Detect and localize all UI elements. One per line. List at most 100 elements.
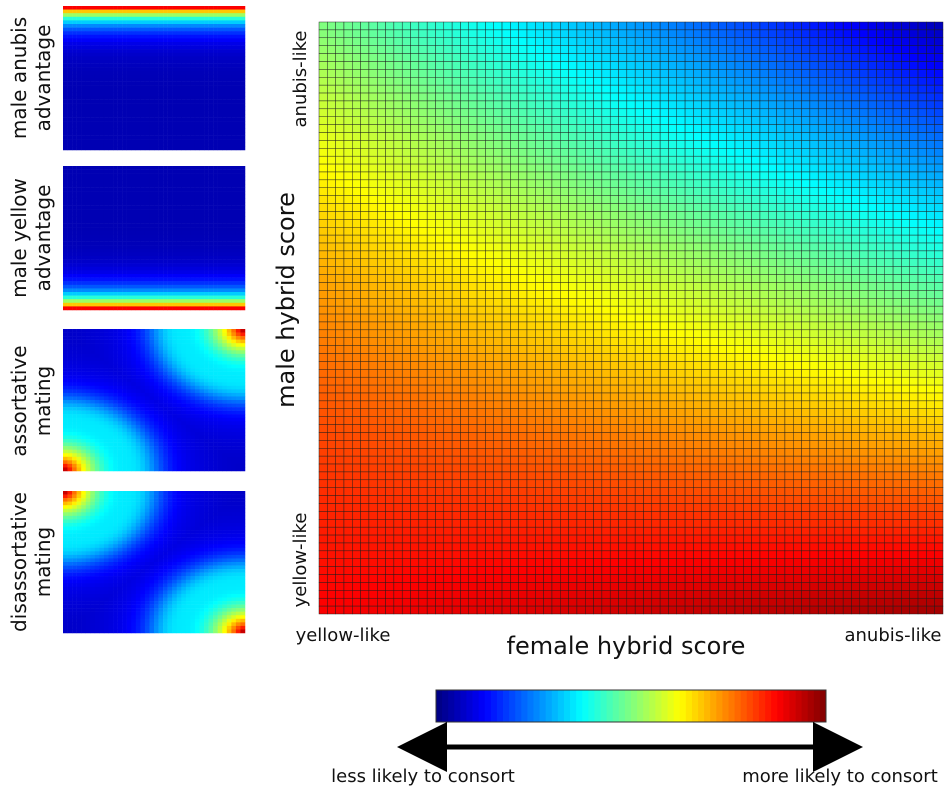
panel-1-cell: [199, 99, 205, 104]
panel-3-cell: [199, 378, 205, 383]
panel-1-cell: [154, 103, 159, 108]
panel-2-cell: [231, 173, 237, 178]
panel-2-cell: [140, 263, 146, 268]
panel-1-cell: [126, 146, 132, 151]
panel-4-cell: [222, 491, 228, 495]
panel-2-cell: [85, 202, 91, 206]
panel-2-cell: [76, 266, 82, 271]
panel-3-cell: [217, 460, 223, 465]
panel-2-cell: [108, 205, 114, 210]
panel-2-cell: [154, 295, 159, 300]
panel-4-cell: [204, 501, 209, 506]
panel-3-cell: [217, 339, 223, 344]
panel-1-cell: [117, 81, 123, 86]
panel-2-cell: [199, 166, 205, 170]
panel-2-cell: [135, 241, 141, 246]
panel-1-cell: [117, 121, 123, 126]
panel-2-cell: [181, 198, 187, 203]
panel-2-cell: [99, 187, 105, 192]
panel-2-cell: [108, 230, 114, 235]
panel-1-cell: [240, 128, 246, 133]
panel-2-cell: [126, 184, 132, 188]
panel-1-cell: [85, 20, 91, 25]
panel-2-cell: [85, 198, 91, 203]
panel-3-cell: [213, 460, 218, 465]
panel-2-cell: [217, 212, 223, 217]
panel-4-cell: [85, 498, 91, 502]
panel-2-cell: [158, 187, 164, 192]
panel-2-cell: [144, 252, 150, 257]
panel-3-cell: [81, 336, 86, 340]
panel-3-cell: [72, 460, 77, 465]
panel-1-cell: [185, 49, 191, 54]
panel-1-cell: [213, 31, 218, 36]
panel-1-cell: [72, 106, 77, 111]
panel-2-cell: [122, 202, 127, 206]
panel-3-cell: [194, 449, 200, 454]
panel-2-cell: [94, 187, 100, 192]
panel-3-cell: [194, 446, 200, 450]
panel-1-cell: [94, 81, 100, 86]
panel-3-cell: [172, 346, 177, 351]
panel-3-cell: [226, 431, 232, 436]
panel-2-cell: [204, 245, 209, 250]
panel-3-cell: [131, 343, 137, 347]
panel-1-cell: [176, 96, 182, 100]
panel-1-cell: [122, 74, 127, 79]
panel-1-cell: [185, 132, 191, 136]
panel-2-cell: [126, 266, 132, 271]
panel-2-cell: [240, 274, 246, 278]
panel-1-cell: [194, 34, 200, 39]
panel-1-cell: [181, 88, 187, 93]
panel-2-cell: [85, 205, 91, 210]
panel-2-cell: [140, 212, 146, 217]
panel-1-cell: [204, 103, 209, 108]
panel-2-cell: [190, 284, 196, 289]
panel-1-cell: [67, 142, 73, 147]
panel-2-cell: [176, 166, 182, 170]
panel-3-cell: [240, 414, 246, 418]
panel-1-cell: [76, 42, 82, 46]
panel-3-cell: [135, 389, 141, 394]
panel-3-cell: [144, 350, 150, 355]
panel-1-cell: [185, 60, 191, 64]
panel-2-cell: [140, 209, 146, 214]
panel-2-cell: [85, 238, 91, 242]
panel-2-cell: [172, 256, 177, 260]
panel-2-cell: [108, 209, 114, 214]
panel-3-cell: [204, 350, 209, 355]
panel-1-cell: [154, 49, 159, 54]
panel-1-cell: [90, 9, 96, 14]
panel-2-cell: [135, 274, 141, 278]
panel-2-cell: [67, 166, 73, 170]
panel-2-cell: [103, 299, 109, 304]
panel-3-cell: [99, 329, 105, 333]
panel-1-cell: [185, 146, 191, 151]
panel-2-cell: [222, 194, 228, 199]
panel-1-cell: [117, 128, 123, 133]
panel-3-cell: [181, 407, 187, 411]
panel-3-cell: [231, 421, 237, 426]
panel-3-cell: [213, 442, 218, 447]
panel-1-cell: [222, 132, 228, 136]
panel-2-cell: [63, 306, 68, 311]
panel-2-cell: [208, 176, 214, 181]
panel-2-heatmap: [63, 166, 246, 311]
panel-2-cell: [108, 292, 114, 296]
panel-1-cell: [67, 85, 73, 90]
panel-2-cell: [213, 263, 218, 268]
panel-3-cell: [172, 343, 177, 347]
panel-2-cell: [149, 191, 155, 196]
panel-3-cell: [90, 417, 96, 422]
panel-2-cell: [94, 292, 100, 296]
panel-2-cell: [204, 191, 209, 196]
panel-3-cell: [149, 463, 155, 468]
panel-2-cell: [235, 306, 241, 311]
panel-1-cell: [117, 70, 123, 75]
panel-2-cell: [222, 198, 228, 203]
panel-1-cell: [235, 135, 241, 140]
panel-3-cell: [131, 400, 137, 404]
panel-3-cell: [163, 442, 168, 447]
panel-1-cell: [72, 16, 77, 21]
panel-3-cell: [113, 378, 118, 383]
